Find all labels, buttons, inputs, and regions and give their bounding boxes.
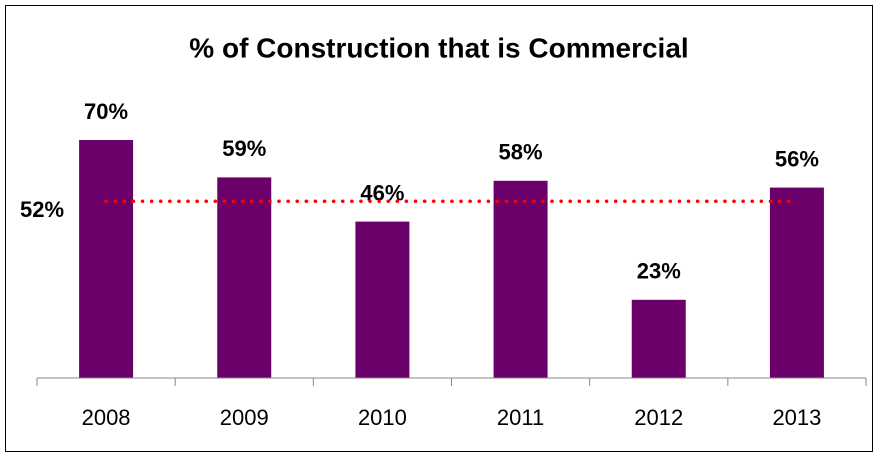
x-tick-label: 2010 bbox=[358, 405, 407, 430]
data-label: 56% bbox=[775, 146, 819, 171]
reference-label: 52% bbox=[20, 197, 64, 222]
x-tick-label: 2011 bbox=[497, 405, 544, 430]
data-label: 58% bbox=[499, 140, 543, 165]
x-tick-label: 2012 bbox=[634, 405, 683, 430]
data-label: 70% bbox=[84, 99, 128, 124]
x-tick-label: 2013 bbox=[772, 405, 821, 430]
data-label: 59% bbox=[222, 136, 266, 161]
bar bbox=[355, 221, 410, 378]
x-tick-label: 2008 bbox=[82, 405, 131, 430]
chart-title: % of Construction that is Commercial bbox=[189, 32, 688, 63]
bar bbox=[493, 180, 548, 378]
bar bbox=[79, 140, 134, 378]
bar bbox=[631, 299, 686, 378]
x-tick-label: 2009 bbox=[220, 405, 269, 430]
data-label: 23% bbox=[637, 259, 681, 284]
bar bbox=[769, 187, 824, 378]
chart-frame bbox=[5, 5, 873, 452]
bar bbox=[217, 177, 272, 378]
